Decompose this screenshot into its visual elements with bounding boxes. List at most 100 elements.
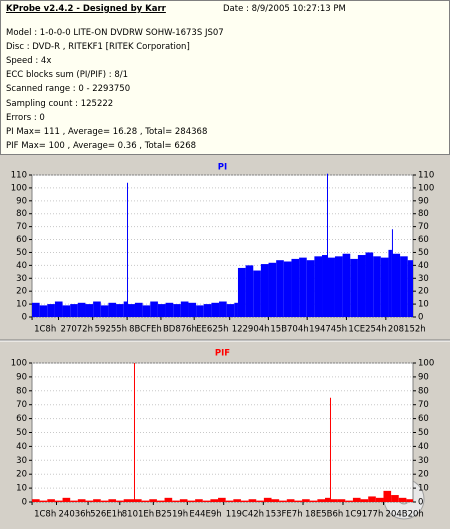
y-tick-label: 0: [22, 313, 27, 323]
info-line: PI Max= 111 , Average= 16.28 , Total= 28…: [6, 126, 208, 137]
bar: [302, 499, 310, 502]
y-tick-label: 90: [418, 372, 429, 382]
bar: [271, 499, 280, 502]
chart-title: PI: [218, 163, 227, 173]
y-tick-label: 10: [418, 484, 429, 494]
info-line: PIF Max= 100 , Average= 0.36 , Total= 62…: [6, 140, 197, 151]
y-tick-label: 100: [418, 359, 434, 369]
bar: [156, 500, 165, 502]
bar: [352, 497, 361, 502]
bar: [70, 304, 78, 317]
y-tick-label: 70: [418, 222, 429, 232]
x-tick-label: 1C8h: [34, 510, 56, 520]
y-tick-label: 110: [11, 171, 27, 181]
y-tick-label: 50: [418, 428, 429, 438]
bar: [123, 301, 128, 317]
app-title: KProbe v2.4.2 - Designed by Karr: [6, 4, 166, 14]
bar: [276, 260, 284, 317]
bar: [268, 262, 277, 317]
chart-title: PIF: [215, 349, 230, 359]
x-tick-label: 122904h: [232, 325, 270, 335]
charts: PI 0 0 10 10 20 20 30 30 40 40 50 50 60 60 70 70 80 80 90 90…: [0, 155, 450, 529]
bar: [392, 253, 401, 317]
bar: [47, 499, 55, 502]
bar: [260, 264, 269, 317]
x-tick-label: 119C42h: [226, 510, 264, 520]
y-tick-label: 100: [11, 359, 27, 369]
bar: [365, 252, 374, 317]
bar: [62, 497, 71, 502]
bar: [93, 301, 101, 317]
y-tick-label: 60: [418, 414, 429, 424]
y-tick-label: 20: [418, 470, 429, 480]
bar: [108, 302, 117, 317]
bar: [116, 304, 124, 317]
x-tick-label: 59255h: [95, 325, 127, 335]
bar: [400, 256, 408, 317]
bar: [226, 304, 235, 317]
bar: [253, 270, 261, 317]
bar: [157, 304, 166, 317]
x-tick-label: 8BCFEh: [129, 325, 162, 335]
x-tick-label: 526E1h: [90, 510, 122, 520]
bar: [202, 500, 211, 502]
bar: [77, 499, 86, 502]
bar: [180, 301, 189, 317]
bar: [188, 302, 197, 317]
bar: [330, 499, 338, 502]
x-tick-label: 208152h: [388, 325, 426, 335]
bar: [47, 304, 55, 317]
bar: [54, 500, 63, 502]
bar: [294, 500, 303, 502]
bar: [150, 301, 158, 317]
y-tick-label: 0: [22, 498, 27, 508]
x-tick-label: 153FE7h: [265, 510, 302, 520]
bar: [263, 497, 272, 502]
x-tick-label: 15B704h: [270, 325, 308, 335]
bar: [123, 499, 134, 502]
bar: [164, 497, 173, 502]
bar: [127, 182, 129, 317]
bar: [172, 500, 180, 502]
bar: [187, 500, 196, 502]
bar: [134, 302, 143, 317]
x-tick-label: 204B20h: [386, 510, 424, 520]
y-tick-label: 0: [418, 498, 423, 508]
y-tick-label: 60: [418, 235, 429, 245]
bar: [173, 304, 181, 317]
y-tick-label: 70: [16, 222, 27, 232]
x-tick-label: 18E5B6h: [305, 510, 343, 520]
x-tick-label: E44E9h: [189, 510, 221, 520]
y-tick-label: 0: [418, 313, 423, 323]
bar: [149, 499, 157, 502]
bar: [391, 495, 399, 502]
bar: [108, 499, 117, 502]
bar: [77, 302, 86, 317]
bar: [334, 256, 343, 317]
bar: [314, 256, 323, 317]
bar: [218, 497, 226, 502]
bar: [360, 499, 369, 502]
bar: [85, 500, 94, 502]
info-line: Disc : DVD-R , RITEKF1 [RITEK Corporatio…: [6, 42, 190, 53]
y-tick-label: 80: [16, 209, 27, 219]
y-tick-label: 50: [16, 248, 27, 258]
x-tick-label: B2519h: [155, 510, 188, 520]
y-tick-label: 40: [16, 261, 27, 271]
bar: [245, 265, 254, 317]
bar: [380, 257, 389, 317]
info-line: Errors : 0: [6, 112, 45, 123]
bar: [210, 499, 219, 502]
y-tick-label: 110: [418, 171, 434, 181]
y-tick-label: 100: [418, 183, 434, 193]
scan-date: Date : 8/9/2005 10:27:13 PM: [223, 4, 346, 14]
y-tick-label: 90: [16, 372, 27, 382]
bar: [306, 260, 315, 317]
y-tick-label: 80: [16, 386, 27, 396]
bar: [240, 500, 249, 502]
bar: [326, 173, 328, 317]
bar: [325, 497, 330, 502]
bar: [357, 255, 366, 317]
info-line: Model : 1-0-0-0 LITE-ON DVDRW SOHW-1673S…: [6, 28, 224, 38]
